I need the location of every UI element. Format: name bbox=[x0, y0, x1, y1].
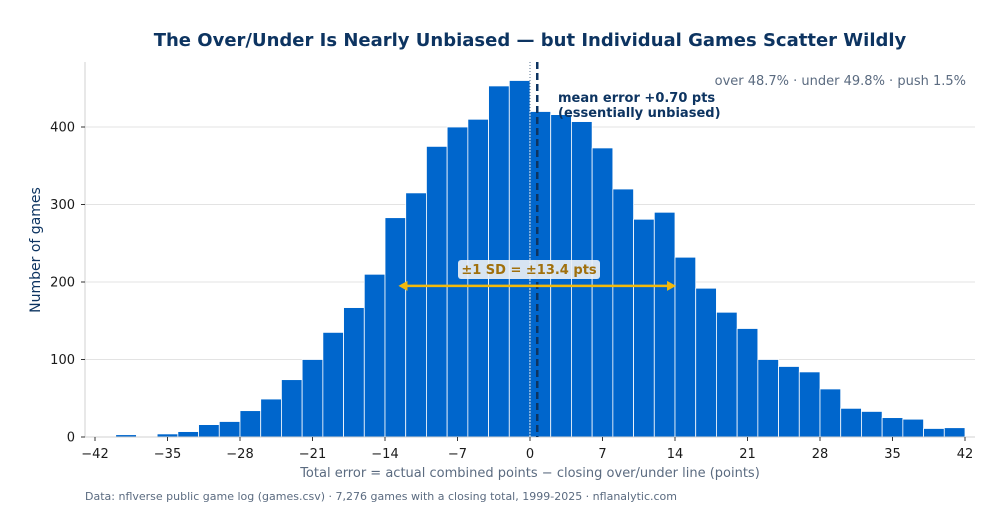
y-tick-label-3: 300 bbox=[50, 198, 75, 213]
bar-40 bbox=[943, 427, 966, 438]
bar-27 bbox=[674, 256, 697, 438]
bar-31 bbox=[757, 359, 779, 438]
sd-label-background bbox=[458, 260, 600, 279]
bar-39 bbox=[923, 428, 945, 438]
bar-30 bbox=[736, 328, 759, 438]
bar-15 bbox=[426, 145, 448, 438]
bar-28 bbox=[695, 287, 717, 438]
bar-19 bbox=[508, 80, 531, 438]
x-tick-label-5: −7 bbox=[448, 447, 467, 462]
bar-13 bbox=[384, 217, 407, 438]
sd-label: ±1 SD = ±13.4 pts bbox=[461, 263, 597, 278]
bar-34 bbox=[819, 388, 842, 438]
bar-33 bbox=[798, 371, 821, 438]
sd-arrow-head-left bbox=[398, 280, 408, 291]
mean-annotation-line1: mean error +0.70 pts bbox=[558, 91, 715, 106]
overlays bbox=[398, 62, 677, 437]
bar-3 bbox=[177, 431, 199, 438]
chart-title: The Over/Under Is Nearly Unbiased — but … bbox=[154, 30, 907, 51]
bar-4 bbox=[198, 424, 220, 438]
bar-16 bbox=[446, 126, 469, 438]
outcome-stats: over 48.7% · under 49.8% · push 1.5% bbox=[715, 74, 966, 89]
bar-29 bbox=[716, 311, 738, 438]
bar-25 bbox=[633, 218, 655, 438]
bar-6 bbox=[239, 410, 262, 438]
x-axis-ticks: −42 −35 −28 −21 −14 −7 0 7 14 21 28 35 42 bbox=[81, 437, 973, 462]
x-tick-label-3: −21 bbox=[299, 447, 326, 462]
x-tick-label-8: 14 bbox=[667, 447, 684, 462]
x-tick-label-0: −42 bbox=[81, 447, 108, 462]
bar-32 bbox=[778, 366, 800, 438]
bar-26 bbox=[653, 211, 676, 438]
x-tick-label-9: 21 bbox=[739, 447, 756, 462]
bar-10 bbox=[322, 331, 344, 438]
bar-14 bbox=[405, 192, 427, 438]
y-tick-label-0: 0 bbox=[67, 431, 75, 446]
bar-36 bbox=[861, 411, 883, 438]
x-tick-label-11: 35 bbox=[884, 447, 901, 462]
bar-11 bbox=[343, 307, 365, 438]
bar-9 bbox=[301, 359, 324, 438]
y-tick-label-1: 100 bbox=[50, 353, 75, 368]
x-tick-label-2: −28 bbox=[226, 447, 253, 462]
y-tick-label-2: 200 bbox=[50, 276, 75, 291]
bar-7 bbox=[260, 398, 282, 438]
x-tick-label-7: 7 bbox=[598, 447, 606, 462]
x-tick-label-6: 0 bbox=[526, 447, 534, 462]
bar-22 bbox=[571, 121, 593, 438]
y-axis-label: Number of games bbox=[28, 187, 44, 313]
bar-12 bbox=[363, 273, 386, 438]
x-axis-label: Total error = actual combined points − c… bbox=[299, 466, 760, 481]
mean-annotation-line2: (essentially unbiased) bbox=[558, 106, 721, 121]
bar-24 bbox=[612, 188, 634, 438]
y-axis-ticks: 0 100 200 300 400 bbox=[50, 121, 85, 446]
bar-35 bbox=[840, 407, 862, 438]
histogram-bars bbox=[115, 80, 966, 438]
bar-8 bbox=[281, 379, 303, 438]
y-tick-label-4: 400 bbox=[50, 121, 75, 136]
bar-37 bbox=[881, 417, 904, 438]
source-note: Data: nflverse public game log (games.cs… bbox=[85, 490, 677, 503]
x-tick-label-1: −35 bbox=[154, 447, 181, 462]
x-tick-label-10: 28 bbox=[812, 447, 829, 462]
sd-arrow-head-right bbox=[667, 280, 677, 291]
x-tick-label-12: 42 bbox=[957, 447, 974, 462]
bar-23 bbox=[591, 147, 614, 438]
x-tick-label-4: −14 bbox=[371, 447, 398, 462]
bar-38 bbox=[902, 418, 924, 438]
bar-5 bbox=[218, 421, 241, 438]
